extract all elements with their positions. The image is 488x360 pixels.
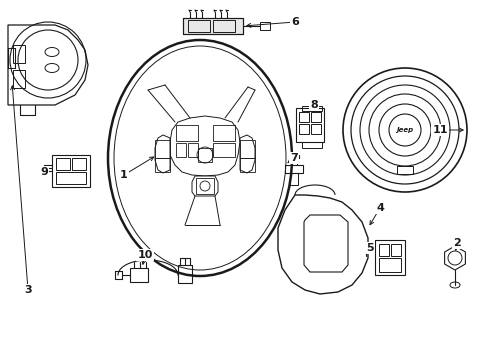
Text: Jeep: Jeep (396, 127, 413, 133)
Bar (302, 142, 321, 148)
Bar (298, 124, 308, 134)
Text: 4: 4 (375, 203, 383, 213)
Bar (155, 140, 170, 158)
Bar (240, 140, 254, 158)
Bar (56, 172, 86, 184)
Bar (52, 155, 90, 187)
Bar (178, 265, 192, 283)
Bar (176, 143, 185, 157)
Polygon shape (240, 135, 254, 173)
Bar (187, 20, 209, 32)
Text: 3: 3 (24, 285, 32, 295)
Bar (378, 258, 400, 272)
Text: 7: 7 (289, 153, 297, 163)
Bar (289, 173, 297, 185)
Bar (396, 166, 412, 174)
Bar (310, 124, 320, 134)
Bar (213, 20, 235, 32)
Text: 9: 9 (40, 167, 48, 177)
Bar (295, 108, 324, 142)
Bar (378, 244, 388, 256)
Polygon shape (155, 135, 170, 173)
Text: 5: 5 (366, 243, 373, 253)
Bar (176, 125, 198, 141)
Polygon shape (278, 195, 367, 294)
Polygon shape (8, 25, 88, 105)
Bar (374, 240, 404, 275)
Text: 10: 10 (137, 250, 152, 260)
Text: 11: 11 (431, 125, 447, 135)
Bar (310, 112, 320, 122)
Bar (13, 70, 25, 88)
Bar (240, 158, 254, 172)
Polygon shape (304, 215, 347, 272)
Bar (198, 148, 212, 162)
Text: 1: 1 (120, 170, 128, 180)
Bar (213, 143, 235, 157)
Bar (8, 48, 15, 68)
Polygon shape (170, 116, 240, 176)
Bar (260, 22, 269, 30)
Bar (183, 18, 243, 34)
Bar (155, 158, 170, 172)
Text: 6: 6 (290, 17, 298, 27)
Bar (285, 165, 303, 173)
Text: 8: 8 (309, 100, 317, 110)
Bar (183, 18, 243, 34)
Bar (196, 178, 214, 194)
Bar (187, 143, 198, 157)
Bar (130, 268, 148, 282)
Bar (13, 45, 25, 63)
Text: 2: 2 (452, 238, 460, 248)
Bar (213, 125, 235, 141)
Bar (302, 106, 321, 111)
Bar (298, 112, 308, 122)
Bar (390, 244, 400, 256)
Bar (56, 158, 70, 170)
Bar (72, 158, 86, 170)
Polygon shape (192, 176, 218, 196)
